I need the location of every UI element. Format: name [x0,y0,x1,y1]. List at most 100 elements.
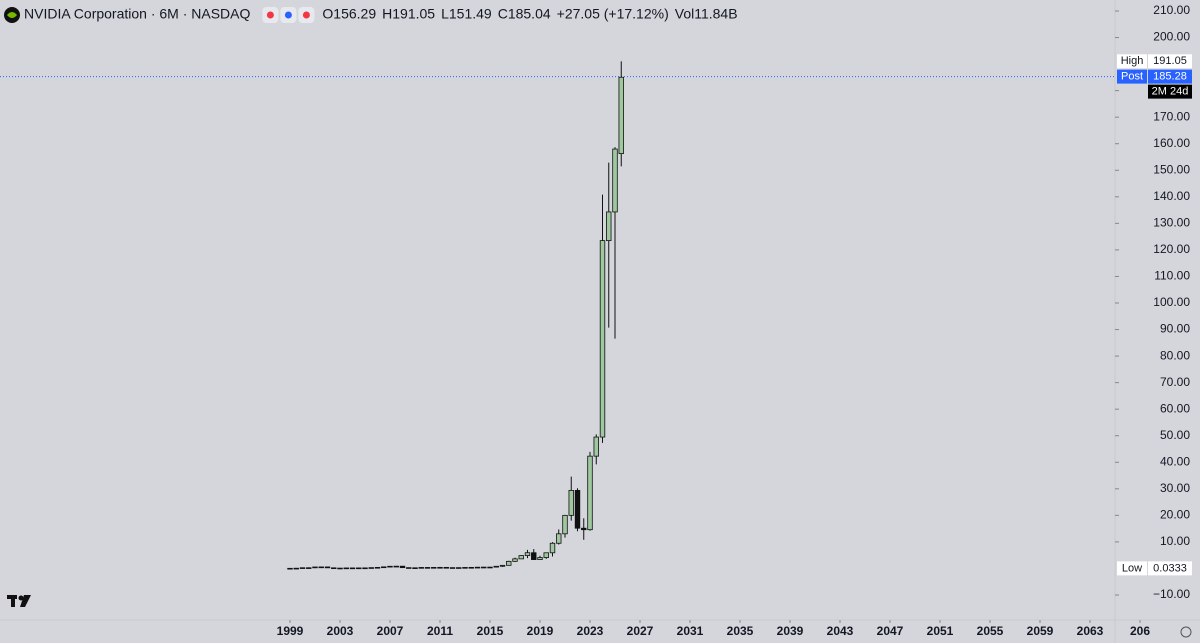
legend-label: H [382,6,392,22]
candle-body [443,566,449,569]
candle-body [487,566,493,569]
y-tick-label: 10.00 [1160,534,1190,548]
candle-body [549,542,556,554]
post-marker-value: 185.28 [1153,71,1187,83]
y-tick-label: 200.00 [1153,30,1190,44]
candle-body [387,565,393,568]
candle-body [368,567,374,569]
candle-body [374,566,381,569]
legend-value: 191.05 [392,6,435,22]
y-tick-label: 80.00 [1160,348,1190,362]
y-tick-label: 130.00 [1153,216,1190,230]
flag-icon [266,11,274,19]
candle-body [462,567,468,569]
candle-body [506,560,512,566]
logo-part [18,595,24,601]
candle-body [349,567,356,570]
y-tick-label: 110.00 [1154,269,1190,283]
chart-title: NVIDIA Corporation · 6M · NASDAQ [24,6,251,22]
x-tick-label: 1999 [277,624,304,638]
legend-value: 185.04 [508,6,551,22]
candle-body [456,567,462,569]
legend-label: L [441,6,449,22]
candle-body [337,567,343,570]
y-tick-label: 40.00 [1160,454,1190,468]
candle-body [424,567,431,569]
candle-body [431,567,437,569]
x-tick-label: 2035 [727,624,754,638]
candle-body [593,436,599,457]
candle-body [287,567,293,570]
y-tick-label: 160.00 [1153,136,1190,150]
y-tick-label: −10.00 [1153,587,1190,601]
post-marker-label: Post [1121,71,1143,83]
settings-icon[interactable] [1180,626,1192,638]
countdown: 2M 24d [1152,86,1189,98]
candle-body [418,567,424,569]
candle-body [293,567,299,570]
x-tick-label: 2059 [1027,624,1054,638]
logo-part [20,595,31,607]
candle-body [568,490,574,516]
y-tick-label: 120.00 [1153,242,1190,256]
candle-body [537,557,543,560]
y-tick-label: 50.00 [1160,428,1190,442]
candle-body [587,455,593,531]
candle-body [493,565,499,568]
post-marker-box [1117,69,1147,84]
wave-icon [302,11,310,19]
candle-body [381,566,387,569]
high-marker-box [1117,54,1147,69]
legend-label: O [322,6,333,22]
high-marker-value-box [1148,54,1192,69]
y-tick-label: 140.00 [1153,189,1190,203]
x-tick-label: 2039 [777,624,804,638]
candle-body [562,514,568,535]
post-marker-value-box [1148,69,1192,84]
high-marker-label: High [1121,55,1144,67]
tradingview-logo [7,595,31,607]
candle-body [356,567,362,570]
candle-body [306,567,312,569]
low-marker-value-box [1148,561,1192,576]
x-tick-label: 2003 [327,624,354,638]
countdown-box [1148,84,1192,99]
candle-body [474,566,481,569]
candle-body [524,552,531,557]
low-marker-label: Low [1122,562,1142,574]
candle-body [481,566,487,569]
candle-body [468,566,474,569]
candle-body [331,567,337,570]
x-tick-label: 2015 [477,624,504,638]
x-tick-label: 2019 [527,624,554,638]
legend-value: +27.05 (+17.12%) [557,6,669,22]
candle-body [406,567,412,569]
candle-body [449,567,456,569]
candle-body [599,240,606,438]
x-tick-label: 2063 [1077,624,1104,638]
x-tick-label: 2047 [877,624,904,638]
candle-body [393,565,399,568]
candle-body [606,211,612,242]
candle-body [499,564,506,567]
x-tick-label: 2043 [827,624,854,638]
candle-body [318,566,324,569]
candle-body [437,566,443,569]
candle-body [618,76,624,154]
y-tick-label: 60.00 [1160,401,1190,415]
legend-value: 11.84B [694,6,737,22]
legend-label: C [498,6,508,22]
candle-body [518,555,524,560]
candle-body [531,552,537,560]
candle-body [581,527,587,531]
candle-body [543,552,549,558]
candle-body [312,566,318,569]
legend-value: 151.49 [449,6,492,22]
y-tick-label: 90.00 [1160,322,1190,336]
x-tick-label: 2031 [677,624,704,638]
x-tick-label: 2055 [977,624,1004,638]
x-tick-label: 2027 [627,624,654,638]
y-tick-label: 210.00 [1153,3,1190,17]
low-marker-value: 0.0333 [1153,562,1187,574]
